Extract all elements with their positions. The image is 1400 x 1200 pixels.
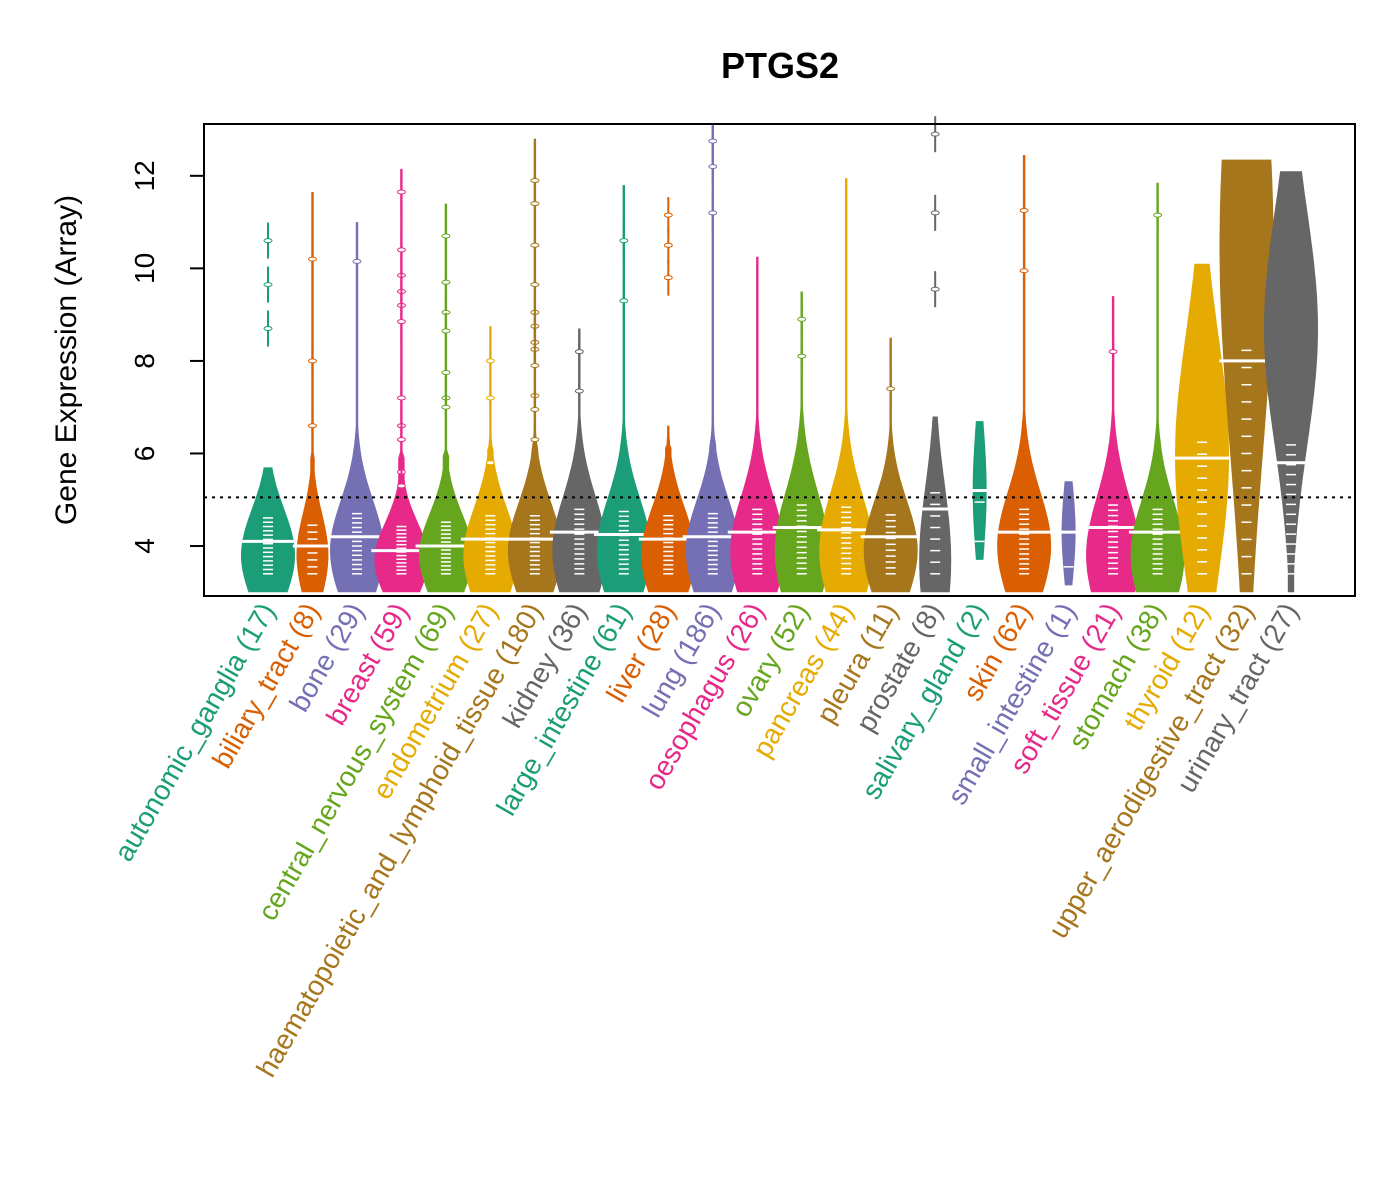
outlier-point — [307, 423, 317, 429]
violin-body — [296, 192, 329, 593]
chart-title: PTGS2 — [721, 45, 839, 86]
outlier-point — [307, 358, 317, 364]
outlier-point — [663, 275, 673, 281]
violin-body — [730, 256, 785, 593]
outlier-point — [441, 404, 451, 410]
violin-upper_aerodigestive_tract — [1219, 159, 1274, 593]
outlier-point — [797, 353, 807, 359]
outlier-point — [441, 233, 451, 239]
outlier-point — [396, 319, 406, 325]
outlier-point — [263, 238, 273, 244]
y-tick-label: 8 — [129, 353, 160, 369]
outlier-point — [530, 201, 540, 207]
violin-body — [1130, 182, 1185, 593]
outlier-point — [485, 460, 495, 466]
outlier-point — [663, 242, 673, 248]
y-tick-label: 4 — [129, 538, 160, 554]
outlier-point — [663, 212, 673, 218]
violin-thyroid — [1171, 263, 1234, 593]
outlier-point — [396, 483, 406, 489]
outlier-point — [530, 363, 540, 369]
violin-body — [997, 155, 1052, 593]
outlier-point — [574, 349, 584, 355]
outlier-point — [396, 247, 406, 253]
outlier-point — [396, 395, 406, 401]
outlier-point — [530, 177, 540, 183]
outlier-point — [619, 298, 629, 304]
outlier-point — [396, 437, 406, 443]
violin-soft_tissue — [1084, 296, 1142, 593]
outlier-point — [797, 316, 807, 322]
violin-body — [596, 185, 651, 593]
violin-body — [241, 467, 295, 593]
violin-body — [863, 337, 918, 593]
outlier-point — [485, 395, 495, 401]
violin-kidney — [549, 328, 609, 593]
outlier-point — [441, 369, 451, 375]
outlier-point — [352, 258, 362, 264]
y-tick-label: 10 — [129, 253, 160, 284]
outlier-point — [930, 131, 940, 137]
outlier-point — [1019, 208, 1029, 214]
outlier-point — [1019, 268, 1029, 274]
violin-small_intestine — [1057, 481, 1080, 586]
outlier-point — [530, 282, 540, 288]
violin-skin — [994, 155, 1055, 593]
violin-prostate — [918, 116, 952, 593]
outlier-point — [619, 238, 629, 244]
outlier-point — [930, 210, 940, 216]
violin-biliary_tract — [292, 192, 333, 593]
violin-ovary — [772, 291, 831, 593]
violin-body — [819, 178, 874, 593]
x-axis-labels: autonomic_ganglia (17)biliary_tract (8)b… — [108, 598, 1304, 1083]
violin-oesophagus — [727, 256, 787, 593]
outlier-point — [708, 138, 718, 144]
violin-body — [774, 291, 829, 593]
outlier-point — [485, 358, 495, 364]
violin-urinary_tract — [1264, 171, 1318, 593]
outlier-point — [530, 242, 540, 248]
violin-body — [641, 425, 696, 593]
violin-pancreas — [817, 178, 876, 593]
violin-body — [685, 124, 740, 593]
violins-layer — [238, 116, 1318, 593]
violin-stomach — [1128, 182, 1187, 593]
outlier-point — [530, 437, 540, 443]
violin-salivary_gland — [968, 421, 991, 560]
violin-body — [330, 222, 384, 593]
violin-body — [1219, 159, 1274, 593]
outlier-point — [886, 386, 896, 392]
outlier-point — [708, 210, 718, 216]
violin-body — [1175, 263, 1229, 593]
y-axis: 4 6 8 10 12 — [129, 160, 204, 554]
outlier-point — [263, 326, 273, 332]
violin-bone — [326, 222, 387, 593]
violin-large_intestine — [594, 185, 654, 593]
outlier-point — [307, 256, 317, 262]
y-tick-label: 6 — [129, 446, 160, 462]
violin-pleura — [860, 337, 921, 593]
outlier-point — [1108, 349, 1118, 355]
violin-body — [1086, 296, 1141, 593]
violin-body — [552, 328, 607, 593]
outlier-point — [708, 164, 718, 170]
y-axis-label: Gene Expression (Array) — [50, 195, 83, 525]
outlier-point — [930, 286, 940, 292]
violin-body — [1264, 171, 1318, 593]
outlier-point — [530, 407, 540, 413]
outlier-point — [1153, 212, 1163, 218]
violin-central_nervous_system — [415, 203, 477, 593]
violin-lung — [682, 123, 743, 593]
y-tick-label: 12 — [129, 160, 160, 191]
outlier-point — [263, 282, 273, 288]
outlier-point — [396, 189, 406, 195]
outlier-point — [441, 279, 451, 285]
outlier-point — [574, 388, 584, 394]
violin-autonomic_ganglia — [238, 222, 298, 593]
outlier-point — [441, 328, 451, 334]
